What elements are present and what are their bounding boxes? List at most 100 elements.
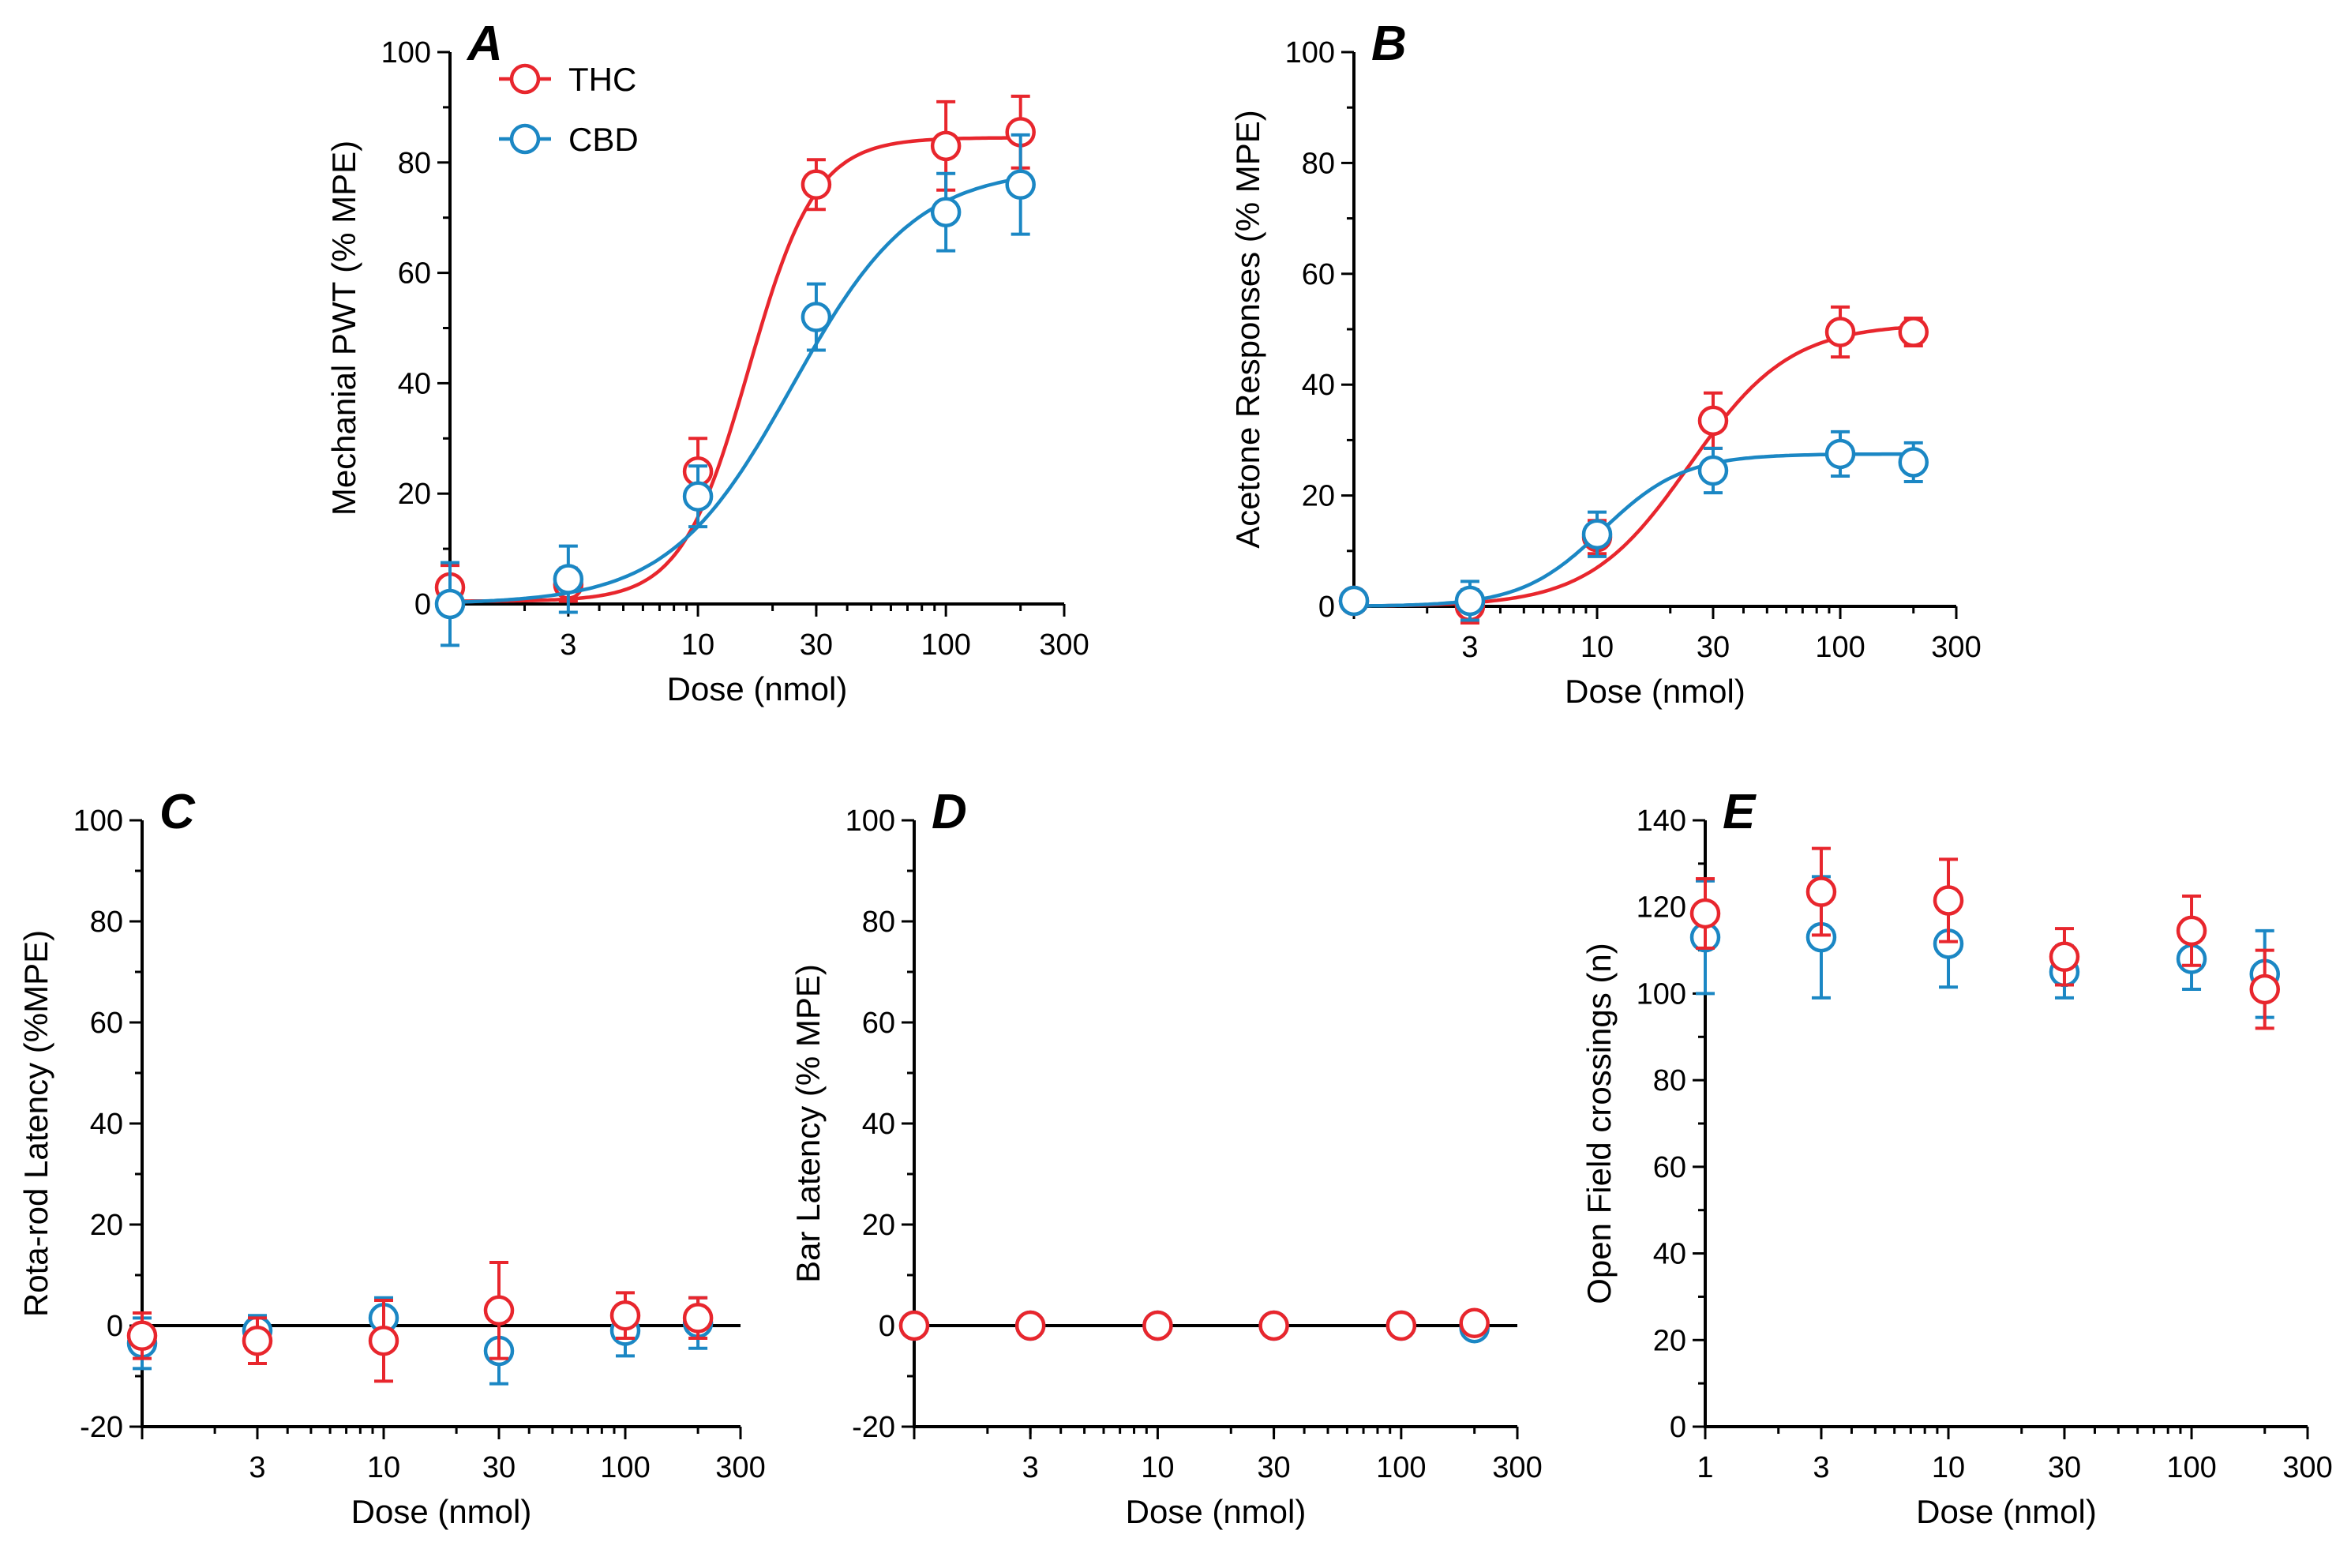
series-cbd [1338,430,1929,622]
x-tick-label: 3 [1461,631,1478,664]
x-tick-label: 300 [715,1451,765,1484]
x-tick-label: 300 [2282,1451,2332,1484]
x-tick-label: 30 [1257,1451,1290,1484]
data-point-cbd [1581,519,1613,550]
x-tick-label: 3 [560,628,576,662]
y-tick-label: 80 [1653,1064,1686,1097]
x-tick-label: 100 [921,628,970,662]
data-point-cbd [1454,585,1486,617]
data-point-thc [368,1325,399,1356]
data-point-thc [1697,405,1729,437]
y-tick-label: 40 [1653,1238,1686,1271]
y-tick-label: 60 [862,1007,895,1040]
data-point-cbd [930,197,962,227]
data-point-cbd [553,564,584,595]
legend-label-thc: THC [568,61,636,98]
y-tick-label: 40 [90,1108,123,1141]
x-tick-label: 300 [1039,628,1089,662]
y-tick-label: 40 [862,1108,895,1141]
y-axis-title: Mechanial PWT (% MPE) [325,141,362,516]
data-point-thc [1142,1310,1173,1341]
y-tick-label: 0 [879,1310,895,1343]
data-point-cbd [801,302,832,332]
y-tick-label: 0 [414,588,431,621]
x-tick-label: 3 [249,1451,265,1484]
data-point-thc [1459,1307,1490,1339]
legend-label-cbd: CBD [568,121,639,158]
x-tick-label: 3 [1813,1451,1829,1484]
x-tick-label: 30 [482,1451,516,1484]
y-tick-label: -20 [80,1411,123,1444]
y-tick-label: 40 [398,367,431,400]
x-tick-label: 10 [1141,1451,1174,1484]
data-point-thc [1805,876,1837,907]
data-point-thc [930,130,962,162]
y-tick-label: 100 [846,805,895,838]
x-tick-label: 30 [1697,631,1730,664]
panel-letter: B [1371,17,1407,71]
y-tick-label: 60 [1653,1151,1686,1184]
y-axis-title: Open Field crossings (n) [1580,943,1618,1304]
panel-letter: C [159,785,196,839]
x-tick-label: 3 [1022,1451,1039,1484]
series-thc [126,1261,714,1383]
y-tick-label: 20 [862,1209,895,1242]
data-point-thc [483,1295,515,1326]
data-point-thc [1385,1310,1417,1341]
panel-letter: D [932,785,967,839]
data-point-cbd [1697,455,1729,486]
y-tick-label: 40 [1302,369,1335,402]
data-point-thc [682,1303,714,1334]
x-tick-label: 100 [2166,1451,2216,1484]
panel-d: -20 0 20 40 60 80 100 3 10 30 100 300 Dose (nmol) Bar… [789,785,1543,1530]
x-tick-label: 100 [600,1451,650,1484]
x-tick-label: 300 [1931,631,1981,664]
y-axis-title: Bar Latency (% MPE) [789,964,827,1283]
legend-marker-thc [509,63,541,95]
y-tick-label: 120 [1637,891,1686,925]
y-tick-label: -20 [852,1411,895,1444]
data-point-thc [1014,1310,1046,1341]
series-thc [1689,846,2281,1030]
panel-letter: E [1723,785,1757,839]
x-tick-label: 30 [2048,1451,2081,1484]
x-tick-label: 10 [681,628,714,662]
data-point-cbd [682,481,714,512]
data-point-thc [1689,898,1721,929]
x-axis-title: Dose (nmol) [1916,1493,2097,1530]
x-tick-label: 100 [1815,631,1865,664]
y-axis-title: Acetone Responses (% MPE) [1229,110,1266,549]
x-axis-title: Dose (nmol) [667,670,848,707]
fit-curve-cbd [1353,452,1914,608]
panel-c: -20 0 20 40 60 80 100 3 10 30 100 300 Dose (nmol) Rot… [17,785,766,1530]
panel-letter: A [466,17,503,71]
data-point-thc [1824,317,1856,347]
fit-curve-thc [1354,324,1914,608]
x-tick-label: 10 [367,1451,400,1484]
y-tick-label: 100 [1637,977,1686,1011]
series-cbd [434,133,1036,647]
x-axis-title: Dose (nmol) [351,1493,532,1530]
y-tick-label: 20 [1653,1324,1686,1357]
data-point-cbd [1898,447,1929,478]
data-point-cbd [1005,169,1036,201]
y-tick-label: 80 [1302,147,1335,180]
x-tick-label: 1 [1697,1451,1713,1484]
data-point-cbd [1824,438,1856,470]
x-tick-label: 10 [1932,1451,1965,1484]
series-thc [898,1307,1490,1341]
data-point-thc [2049,941,2080,973]
data-point-cbd [434,588,466,620]
y-tick-label: 0 [1318,591,1335,624]
y-tick-label: 0 [107,1310,123,1343]
data-point-thc [609,1300,641,1331]
y-tick-label: 80 [398,147,431,180]
y-tick-label: 140 [1637,805,1686,838]
data-point-thc [242,1325,273,1356]
x-tick-label: 10 [1580,631,1614,664]
x-tick-label: 300 [1492,1451,1542,1484]
y-tick-label: 60 [398,257,431,291]
panel-a: 0 20 40 60 80 100 3 10 30 100 300 Dose (nmol) Mechan… [325,17,1089,707]
x-tick-label: 100 [1376,1451,1426,1484]
